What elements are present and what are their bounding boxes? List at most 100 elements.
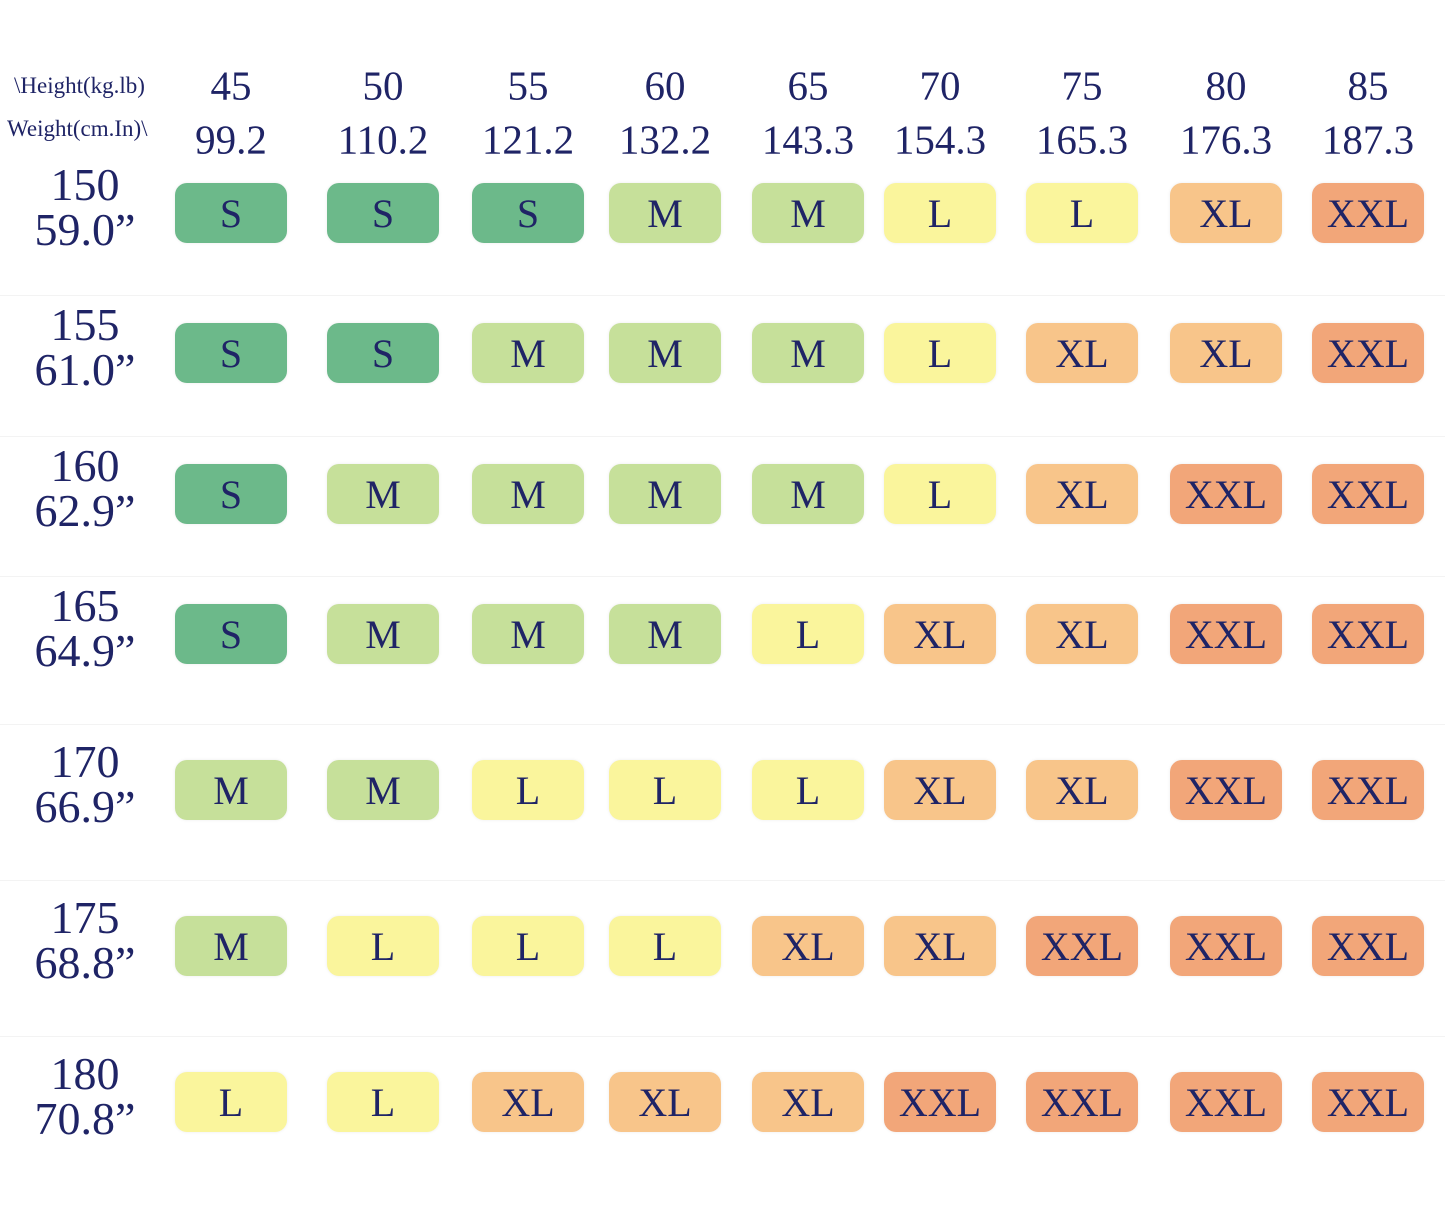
column-kg: 55: [507, 62, 549, 109]
size-cell: S: [175, 323, 287, 383]
column-lb: 176.3: [1179, 116, 1273, 163]
size-cell: L: [1026, 183, 1138, 243]
column-kg: 65: [787, 62, 829, 109]
size-cell: L: [752, 604, 864, 664]
size-cell: XXL: [1312, 916, 1424, 976]
size-cell: L: [609, 916, 721, 976]
column-lb: 121.2: [481, 116, 575, 163]
size-cell: S: [472, 183, 584, 243]
corner-height-label: \Height(kg.lb): [14, 73, 145, 98]
row-separator: [0, 295, 1445, 296]
size-cell: S: [175, 464, 287, 524]
column-kg: 75: [1061, 62, 1103, 109]
column-lb: 110.2: [337, 116, 429, 163]
size-cell: XXL: [884, 1072, 996, 1132]
size-cell: M: [327, 760, 439, 820]
row-cm: 180: [50, 1048, 120, 1099]
row-cm: 170: [50, 736, 120, 787]
size-cell: XL: [884, 760, 996, 820]
corner-weight-label: Weight(cm.In)\: [7, 116, 148, 141]
size-cell: XXL: [1170, 1072, 1282, 1132]
size-cell: XXL: [1170, 464, 1282, 524]
size-cell: M: [472, 323, 584, 383]
row-in: 64.9”: [34, 625, 136, 676]
size-cell: XL: [472, 1072, 584, 1132]
size-cell: M: [175, 760, 287, 820]
row-in: 61.0”: [34, 344, 136, 395]
size-cell: XXL: [1312, 604, 1424, 664]
size-cell: S: [327, 183, 439, 243]
size-cell: M: [472, 604, 584, 664]
size-cell: L: [327, 916, 439, 976]
size-cell: XL: [884, 916, 996, 976]
column-kg: 60: [644, 62, 686, 109]
size-cell: S: [175, 604, 287, 664]
column-lb: 132.2: [618, 116, 712, 163]
row-cm: 160: [50, 440, 120, 491]
row-separator: [0, 1036, 1445, 1037]
size-cell: L: [472, 760, 584, 820]
size-cell: XL: [1170, 323, 1282, 383]
size-cell: L: [609, 760, 721, 820]
column-lb: 143.3: [761, 116, 855, 163]
size-cell: M: [327, 464, 439, 524]
column-lb: 154.3: [893, 116, 987, 163]
row-in: 62.9”: [34, 485, 136, 536]
column-kg: 50: [362, 62, 404, 109]
row-in: 70.8”: [34, 1093, 136, 1144]
size-cell: XXL: [1312, 464, 1424, 524]
row-in: 66.9”: [34, 781, 136, 832]
size-cell: XL: [1170, 183, 1282, 243]
size-cell: L: [327, 1072, 439, 1132]
size-cell: XL: [1026, 464, 1138, 524]
size-cell: M: [752, 323, 864, 383]
column-lb: 99.2: [195, 116, 267, 163]
size-cell: XXL: [1312, 1072, 1424, 1132]
row-in: 59.0”: [34, 204, 136, 255]
size-cell: XXL: [1170, 916, 1282, 976]
column-kg: 80: [1205, 62, 1247, 109]
size-cell: XXL: [1170, 604, 1282, 664]
size-cell: M: [609, 183, 721, 243]
size-cell: XXL: [1170, 760, 1282, 820]
row-cm: 150: [50, 159, 120, 210]
row-separator: [0, 880, 1445, 881]
column-kg: 85: [1347, 62, 1389, 109]
row-separator: [0, 724, 1445, 725]
size-cell: XL: [1026, 604, 1138, 664]
size-cell: M: [472, 464, 584, 524]
size-cell: L: [884, 323, 996, 383]
size-cell: XL: [609, 1072, 721, 1132]
size-cell: L: [472, 916, 584, 976]
row-cm: 165: [50, 580, 120, 631]
size-cell: XXL: [1312, 760, 1424, 820]
size-cell: XL: [752, 916, 864, 976]
size-cell: M: [609, 604, 721, 664]
size-cell: S: [327, 323, 439, 383]
column-kg: 45: [210, 62, 252, 109]
row-separator: [0, 436, 1445, 437]
size-cell: XL: [1026, 760, 1138, 820]
size-cell: M: [609, 323, 721, 383]
column-lb: 187.3: [1321, 116, 1415, 163]
size-cell: XL: [1026, 323, 1138, 383]
row-cm: 155: [50, 299, 120, 350]
size-cell: XXL: [1312, 183, 1424, 243]
size-cell: M: [175, 916, 287, 976]
size-cell: XXL: [1026, 1072, 1138, 1132]
size-cell: M: [609, 464, 721, 524]
row-separator: [0, 576, 1445, 577]
size-cell: L: [175, 1072, 287, 1132]
column-kg: 70: [919, 62, 961, 109]
size-cell: XXL: [1312, 323, 1424, 383]
size-cell: L: [752, 760, 864, 820]
size-cell: M: [752, 183, 864, 243]
row-cm: 175: [50, 892, 120, 943]
size-cell: XL: [884, 604, 996, 664]
size-cell: L: [884, 183, 996, 243]
size-cell: S: [175, 183, 287, 243]
size-cell: XXL: [1026, 916, 1138, 976]
column-lb: 165.3: [1035, 116, 1129, 163]
size-cell: M: [752, 464, 864, 524]
